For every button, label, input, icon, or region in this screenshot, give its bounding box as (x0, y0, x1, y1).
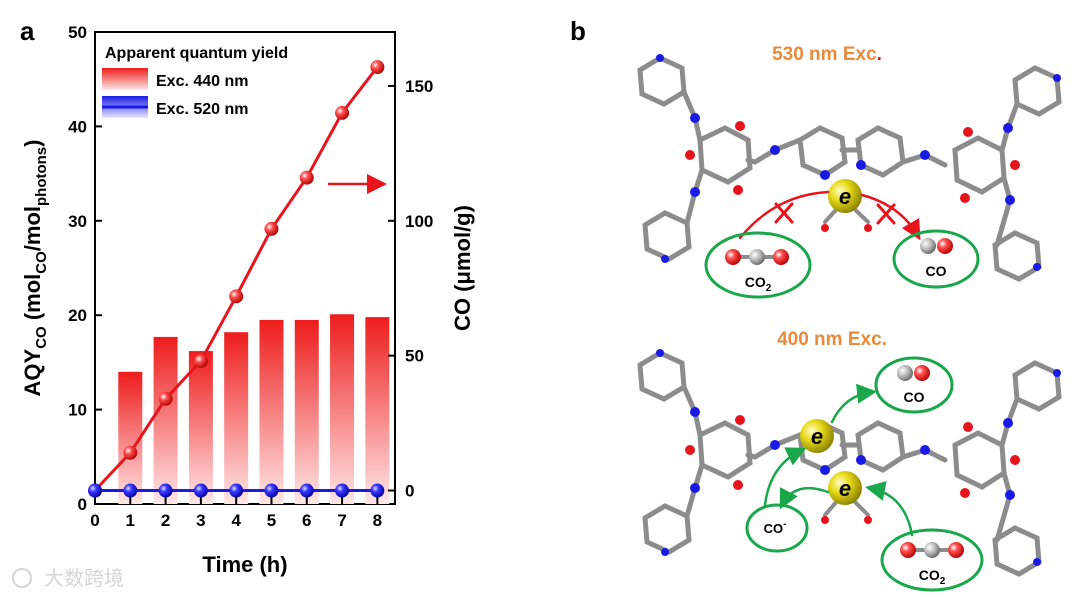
x-tick-label-6: 6 (302, 511, 311, 530)
watermark-text: 大数跨境 (44, 567, 124, 590)
x-tick-label-3: 3 (196, 511, 205, 530)
bar-3 (188, 351, 213, 504)
legend: Apparent quantum yield Exc. 440 nm Exc. … (102, 45, 288, 118)
x-tick-label-1: 1 (126, 511, 135, 530)
bar-4 (224, 332, 249, 504)
electron-bottom-1-label: e (811, 424, 823, 449)
series-1-point-7 (335, 483, 350, 498)
series-1-point-4 (229, 483, 244, 498)
y-left-tick-label-30: 30 (68, 212, 87, 231)
ylabel-aqy: AQY (20, 348, 45, 396)
series-1-point-0 (88, 483, 102, 498)
cross-left (774, 202, 794, 224)
series-0-point-8 (370, 60, 385, 75)
legend-title: Apparent quantum yield (105, 45, 288, 62)
y-right-tick-label-100: 100 (405, 212, 433, 231)
co2-bottom-label: CO2 (919, 567, 946, 587)
x-tick-label-4: 4 (231, 511, 241, 530)
series-0-point-6 (299, 170, 314, 185)
bar-8 (365, 317, 390, 504)
x-tick-label-2: 2 (161, 511, 170, 530)
series-1-point-1 (123, 483, 138, 498)
molecule-top: 530 nm Exc. (637, 44, 1062, 299)
co-minus-label: CO- (764, 519, 787, 536)
bar-6 (294, 319, 319, 504)
electron-bottom-1 (800, 419, 834, 453)
legend-item-520: Exc. 520 nm (156, 101, 249, 118)
ylabel-aqy-sub: CO (33, 326, 50, 349)
svg-text:AQYCO (molCO/molphotons): AQYCO (molCO/molphotons) (20, 140, 50, 397)
panel-b-label: b (570, 16, 586, 46)
electron-bottom-2 (828, 471, 862, 505)
series-0-point-1 (123, 445, 138, 460)
y-left-tick-label-20: 20 (68, 306, 87, 325)
co-top-label: CO (926, 263, 947, 279)
series-0-point-4 (229, 289, 244, 304)
series-0-point-5 (264, 221, 279, 236)
co-minus-bubble (745, 503, 809, 553)
electron-bottom-2-label: e (839, 476, 851, 501)
ylabel-co-sub: CO (33, 251, 50, 274)
axes-group: 0 1 2 3 4 5 6 7 8 0 10 20 30 40 50 0 50 100 150 (68, 23, 433, 530)
series-1-point-5 (264, 483, 279, 498)
series-0-point-3 (193, 354, 208, 369)
arrow-to-co (830, 383, 877, 424)
series-1-point-3 (193, 483, 208, 498)
x-tick-label-0: 0 (90, 511, 99, 530)
legend-swatch-440 (102, 68, 148, 90)
arrow-co2-to-e2 (865, 481, 914, 537)
x-tick-label-8: 8 (373, 511, 382, 530)
co-bottom-label: CO (904, 389, 925, 405)
y-right-tick-label-0: 0 (405, 482, 414, 501)
watermark: 大数跨境 (12, 567, 124, 590)
panel-a: a 0 1 2 3 4 5 6 7 8 0 10 20 30 40 50 0 50 100 150 Apparent… (20, 16, 475, 577)
series-1-point-8 (370, 483, 385, 498)
bars-group (118, 314, 390, 504)
y-right-tick-label-50: 50 (405, 347, 424, 366)
ylabel-open: (mol (20, 274, 45, 327)
x-tick-label-5: 5 (267, 511, 276, 530)
legend-item-440: Exc. 440 nm (156, 73, 249, 90)
blocked-arrow-left (738, 190, 830, 240)
co2-bubble-bottom (880, 528, 984, 592)
y-left-tick-label-40: 40 (68, 117, 87, 136)
y-left-tick-label-0: 0 (78, 495, 87, 514)
bar-7 (330, 314, 355, 504)
ylabel-close: ) (20, 140, 45, 147)
lines-group (88, 60, 385, 498)
co2-bubble-top (704, 231, 812, 299)
ylabel-photons-sub: photons (33, 147, 50, 206)
series-1-point-6 (299, 483, 314, 498)
molecule-bottom: 400 nm Exc. (637, 329, 1062, 592)
y-axis-right-label: CO (μmol/g) (450, 205, 475, 331)
co-bubble-bottom (874, 356, 954, 414)
bar-2 (153, 336, 178, 504)
x-tick-label-7: 7 (337, 511, 346, 530)
cross-right (876, 203, 896, 225)
series-0-point-2 (158, 391, 173, 406)
top-title: 530 nm Exc. (772, 44, 882, 65)
y-right-tick-label-150: 150 (405, 77, 433, 96)
co-bubble-top (892, 229, 980, 289)
co2-top-label: CO2 (745, 274, 772, 294)
arrow-from-e2 (779, 486, 830, 510)
series-1-point-2 (158, 483, 173, 498)
electron-top (828, 179, 862, 213)
y-left-tick-label-50: 50 (68, 23, 87, 42)
panel-b: b 530 nm Exc. (570, 16, 1062, 592)
y-left-tick-label-10: 10 (68, 401, 87, 420)
arrow-co-minus-to-e1 (763, 447, 807, 507)
panel-a-label: a (20, 16, 35, 46)
ylabel-mid: /mol (20, 206, 45, 251)
watermark-logo-icon (12, 568, 32, 588)
bottom-title: 400 nm Exc. (777, 329, 887, 350)
electron-top-label: e (839, 184, 851, 209)
x-axis-label: Time (h) (202, 552, 287, 577)
y-axis-left-label: AQYCO (molCO/molphotons) (20, 140, 50, 397)
series-0-point-7 (335, 105, 350, 120)
blocked-arrow-right (860, 193, 921, 241)
bar-5 (259, 319, 284, 504)
